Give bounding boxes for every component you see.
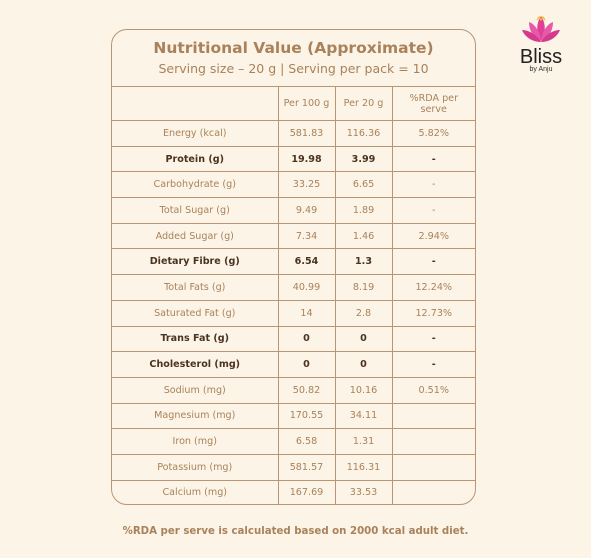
brand-logo: Bliss by Anju xyxy=(510,14,572,86)
panel-title: Nutritional Value (Approximate) xyxy=(153,39,434,57)
per-20g-cell: 3.99 xyxy=(334,145,393,173)
table-row: Total Sugar (g) 9.49 1.89- xyxy=(112,197,475,224)
per-100g-cell: 170.55 xyxy=(277,402,336,430)
per-20g-cell: 10.16 xyxy=(334,376,393,404)
rda-cell: - xyxy=(391,325,475,353)
per-20g-cell: 0 xyxy=(334,325,393,353)
lotus-icon xyxy=(522,15,560,42)
per-100g-cell: 167.69 xyxy=(277,479,336,504)
nutrient-cell: Dietary Fibre (g) xyxy=(112,248,279,276)
brand-name: Bliss xyxy=(519,46,563,68)
per-20g-cell: 33.53 xyxy=(334,479,393,504)
rda-cell: - xyxy=(391,197,475,224)
table-row: Dietary Fibre (g) 6.54 1.3- xyxy=(112,248,475,276)
rda-cell: 5.82% xyxy=(391,120,475,147)
nutrition-panel: Nutritional Value (Approximate) Serving … xyxy=(111,29,476,505)
rda-cell: - xyxy=(391,351,475,378)
table-row: Added Sugar (g) 7.34 1.46 2.94% xyxy=(112,222,475,250)
nutrient-cell: Carbohydrate (g) xyxy=(112,171,279,199)
table-row: Energy (kcal) 581.83 116.36 5.82% xyxy=(112,120,475,147)
per-100g-cell: 0 xyxy=(277,351,336,378)
rda-cell: 2.94% xyxy=(391,222,475,250)
per-100g-cell: 33.25 xyxy=(277,171,336,199)
nutrient-cell: Total Sugar (g) xyxy=(112,197,279,224)
table-row: Iron (mg) 6.58 1.31 xyxy=(112,428,475,455)
per-20g-cell: 8.19 xyxy=(334,274,393,301)
per-20g-cell: 0 xyxy=(334,351,393,378)
per-20g-cell: 1.46 xyxy=(334,222,393,250)
panel-subtitle: Serving size – 20 g | Serving per pack =… xyxy=(158,61,429,76)
rda-cell: - xyxy=(391,248,475,276)
nutrient-cell: Added Sugar (g) xyxy=(112,222,279,250)
per-100g-cell: 50.82 xyxy=(277,376,336,404)
per-100g-cell: 6.54 xyxy=(277,248,336,276)
nutrient-cell: Sodium (mg) xyxy=(112,376,279,404)
nutrient-cell: Potassium (mg) xyxy=(112,453,279,481)
header-rda-label: %RDA per serve xyxy=(409,92,459,115)
nutrient-cell: Protein (g) xyxy=(112,145,279,173)
footnote: %RDA per serve is calculated based on 20… xyxy=(122,526,469,537)
per-100g-cell: 9.49 xyxy=(277,197,336,224)
per-100g-cell: 6.58 xyxy=(277,428,336,455)
table-row: Magnesium (mg) 170.55 34.11 xyxy=(112,402,475,430)
nutrient-cell: Saturated Fat (g) xyxy=(112,299,279,327)
per-100g-cell: 581.57 xyxy=(277,453,336,481)
rda-cell: - xyxy=(391,171,475,199)
per-100g-cell: 40.99 xyxy=(277,274,336,301)
rda-cell xyxy=(391,428,475,455)
per-100g-cell: 7.34 xyxy=(277,222,336,250)
table-row: Sodium (mg) 50.82 10.16 0.51% xyxy=(112,376,475,404)
per-20g-cell: 1.3 xyxy=(334,248,393,276)
rda-cell: 0.51% xyxy=(391,376,475,404)
per-100g-cell: 19.98 xyxy=(277,145,336,173)
table-row: Cholesterol (mg) 0 0- xyxy=(112,351,475,378)
per-20g-cell: 116.31 xyxy=(334,453,393,481)
nutrition-table: Per 100 g Per 20 g %RDA per serve Energy… xyxy=(112,86,475,504)
table-row: Carbohydrate (g) 33.25 6.65- xyxy=(112,171,475,199)
rda-cell xyxy=(391,479,475,504)
per-20g-cell: 1.89 xyxy=(334,197,393,224)
per-20g-cell: 116.36 xyxy=(334,120,393,147)
rda-cell xyxy=(391,453,475,481)
nutrient-cell: Trans Fat (g) xyxy=(112,325,279,353)
header-per-20g: Per 20 g xyxy=(334,86,393,121)
table-row: Protein (g) 19.98 3.99- xyxy=(112,145,475,173)
table-header-row: Per 100 g Per 20 g %RDA per serve xyxy=(112,86,475,121)
per-20g-cell: 1.31 xyxy=(334,428,393,455)
per-20g-cell: 2.8 xyxy=(334,299,393,327)
per-20g-cell: 6.65 xyxy=(334,171,393,199)
brand-tagline: by Anju xyxy=(529,66,553,73)
table-row: Calcium (mg) 167.69 33.53 xyxy=(112,479,475,504)
header-nutrient xyxy=(112,86,279,121)
nutrient-cell: Energy (kcal) xyxy=(112,120,279,147)
rda-cell: 12.24% xyxy=(391,274,475,301)
header-per-100g: Per 100 g xyxy=(277,86,336,121)
table-row: Total Fats (g) 40.99 8.19 12.24% xyxy=(112,274,475,301)
nutrient-cell: Magnesium (mg) xyxy=(112,402,279,430)
per-100g-cell: 581.83 xyxy=(277,120,336,147)
table-row: Saturated Fat (g) 14 2.8 12.73% xyxy=(112,299,475,327)
per-100g-cell: 14 xyxy=(277,299,336,327)
table-row: Potassium (mg) 581.57 116.31 xyxy=(112,453,475,481)
header-rda: %RDA per serve xyxy=(391,86,475,121)
nutrient-cell: Total Fats (g) xyxy=(112,274,279,301)
nutrient-cell: Cholesterol (mg) xyxy=(112,351,279,378)
table-row: Trans Fat (g) 0 0- xyxy=(112,325,475,353)
per-100g-cell: 0 xyxy=(277,325,336,353)
rda-cell xyxy=(391,402,475,430)
rda-cell: 12.73% xyxy=(391,299,475,327)
table-body: Energy (kcal) 581.83 116.36 5.82% Protein (g… xyxy=(112,120,475,504)
rda-cell: - xyxy=(391,145,475,173)
per-20g-cell: 34.11 xyxy=(334,402,393,430)
nutrient-cell: Calcium (mg) xyxy=(112,479,279,504)
nutrient-cell: Iron (mg) xyxy=(112,428,279,455)
